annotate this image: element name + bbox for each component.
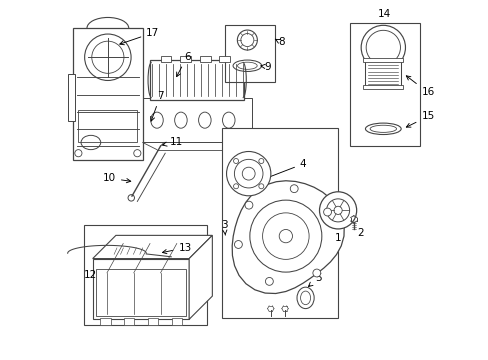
Circle shape <box>233 158 238 163</box>
Bar <box>123 318 134 325</box>
Bar <box>67 75 75 121</box>
Circle shape <box>241 33 253 46</box>
Text: 7: 7 <box>150 91 163 121</box>
Bar <box>180 56 190 62</box>
Text: 13: 13 <box>162 243 191 254</box>
Text: 4: 4 <box>263 159 306 180</box>
Circle shape <box>323 208 331 216</box>
Text: 6: 6 <box>176 52 190 77</box>
Bar <box>200 56 210 62</box>
Circle shape <box>265 278 273 285</box>
Polygon shape <box>93 235 212 258</box>
Text: 16: 16 <box>406 76 434 98</box>
Text: 14: 14 <box>377 9 390 19</box>
Circle shape <box>244 201 252 209</box>
Bar <box>363 58 403 62</box>
Bar <box>222 128 337 318</box>
Text: 15: 15 <box>406 111 434 127</box>
Text: 10: 10 <box>102 173 130 183</box>
Circle shape <box>233 184 238 189</box>
Text: 12: 12 <box>83 270 97 280</box>
Text: 11: 11 <box>163 137 183 147</box>
Bar <box>149 60 244 100</box>
Circle shape <box>319 192 356 229</box>
Text: 5: 5 <box>308 273 321 287</box>
Bar <box>363 85 403 89</box>
Bar <box>224 24 274 82</box>
Bar <box>96 269 185 316</box>
Circle shape <box>258 184 264 189</box>
Bar <box>349 23 419 146</box>
Bar <box>73 28 142 160</box>
Text: 17: 17 <box>120 28 159 45</box>
Text: 3: 3 <box>221 220 227 235</box>
Circle shape <box>326 199 349 222</box>
Circle shape <box>226 152 270 196</box>
Circle shape <box>361 25 405 69</box>
Circle shape <box>279 229 292 243</box>
Circle shape <box>290 185 298 193</box>
Text: 2: 2 <box>356 228 363 238</box>
Circle shape <box>234 240 242 248</box>
Circle shape <box>234 159 263 188</box>
Bar <box>147 318 158 325</box>
Text: 1: 1 <box>334 233 341 243</box>
Circle shape <box>312 269 320 277</box>
Circle shape <box>258 158 264 163</box>
Circle shape <box>92 41 123 73</box>
Text: 9: 9 <box>260 62 270 72</box>
Bar <box>100 318 110 325</box>
Circle shape <box>366 30 400 64</box>
Circle shape <box>242 167 255 180</box>
Bar <box>219 56 230 62</box>
Text: 8: 8 <box>275 37 284 48</box>
Bar <box>142 98 251 143</box>
Circle shape <box>333 206 342 215</box>
Polygon shape <box>189 235 212 319</box>
Circle shape <box>237 30 257 50</box>
Bar <box>160 56 171 62</box>
Bar <box>78 111 137 143</box>
Circle shape <box>249 200 321 272</box>
Bar <box>83 225 206 325</box>
Bar <box>365 60 400 87</box>
Polygon shape <box>93 258 189 319</box>
Bar <box>171 318 182 325</box>
Circle shape <box>84 34 131 81</box>
Polygon shape <box>232 181 344 293</box>
Circle shape <box>262 213 308 259</box>
